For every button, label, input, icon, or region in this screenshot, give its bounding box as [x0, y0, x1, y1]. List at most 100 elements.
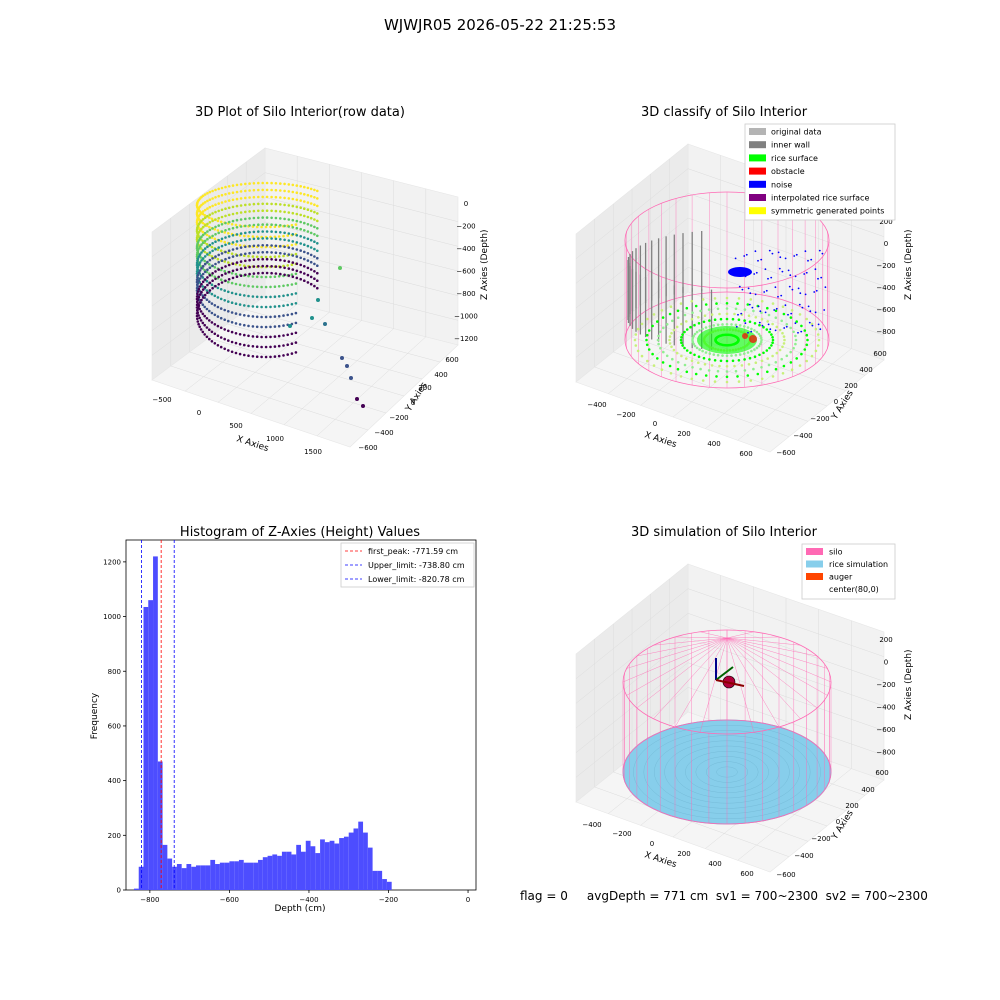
raw-point: [257, 216, 260, 220]
rice-surface-point: [668, 364, 672, 368]
raw-point: [274, 244, 278, 248]
raw-point: [197, 303, 201, 307]
rice-surface-point: [703, 363, 707, 366]
rice-surface-point: [656, 320, 659, 323]
rice-surface-point: [814, 349, 818, 353]
histogram-legend-frame: [340, 542, 475, 588]
raw-point: [243, 234, 246, 238]
rice-surface-point: [746, 326, 750, 329]
raw-point: [264, 295, 268, 299]
raw-point: [287, 267, 291, 270]
raw-point: [227, 232, 230, 235]
raw-point: [264, 255, 268, 259]
raw-point: [196, 276, 199, 279]
panel4-z-tick: −600: [876, 726, 895, 734]
rice-surface-point: [656, 357, 659, 360]
rice-surface-point: [743, 358, 746, 361]
raw-point: [224, 229, 227, 232]
raw-point: [269, 335, 272, 339]
noise-point: [759, 310, 762, 313]
raw-point: [303, 236, 306, 239]
raw-point: [251, 255, 255, 258]
raw-point: [277, 334, 281, 338]
noise-point: [751, 306, 754, 309]
silo-roof-rib: [622, 637, 728, 683]
raw-point: [224, 279, 227, 283]
raw-point: [205, 335, 209, 339]
noise-point: [745, 253, 748, 256]
histogram-bar: [210, 859, 216, 890]
raw-point: [196, 317, 199, 321]
rice-surface-point: [692, 334, 695, 338]
panel1-y-tick: 400: [434, 371, 447, 379]
raw-point: [195, 255, 199, 258]
raw-point: [252, 258, 256, 262]
raw-point: [231, 269, 235, 273]
raw-point: [286, 234, 290, 237]
panel2-x-tick: 600: [739, 450, 752, 458]
raw-outlier-point: [361, 404, 365, 408]
raw-point: [260, 355, 263, 359]
raw-point: [313, 262, 316, 266]
rice-surface-point: [708, 325, 712, 328]
rice-surface-point: [665, 323, 669, 326]
raw-point: [239, 211, 243, 214]
raw-point: [214, 203, 217, 206]
noise-point: [784, 304, 787, 307]
raw-point: [214, 262, 217, 266]
raw-point: [274, 230, 278, 234]
raw-point: [287, 239, 291, 242]
raw-point: [243, 323, 246, 327]
rice-surface-point: [660, 309, 664, 312]
raw-point: [219, 307, 223, 310]
raw-point: [200, 219, 203, 223]
rice-surface-point: [651, 352, 654, 356]
histogram-legend: first_peak: -771.59 cm Upper_limit: -738.…: [340, 542, 475, 588]
raw-point: [316, 234, 319, 238]
raw-point: [208, 243, 212, 247]
raw-point: [223, 289, 226, 292]
histogram-bar: [157, 761, 163, 890]
noise-point: [808, 321, 811, 324]
raw-point: [196, 306, 200, 310]
raw-point: [248, 210, 251, 213]
raw-point: [213, 323, 217, 326]
raw-point: [211, 204, 214, 208]
noise-point: [768, 249, 771, 252]
noise-point: [795, 253, 798, 256]
histogram-bar: [262, 857, 268, 890]
noise-point: [794, 275, 797, 278]
raw-point: [303, 250, 306, 254]
raw-point: [260, 315, 263, 319]
raw-point: [206, 253, 209, 256]
rice-surface-point: [798, 364, 802, 367]
rice-surface-point: [697, 355, 701, 359]
raw-point: [235, 261, 239, 264]
raw-point: [313, 284, 316, 288]
raw-point: [208, 289, 212, 292]
raw-point: [227, 329, 230, 333]
raw-point: [255, 305, 259, 309]
raw-point: [265, 181, 269, 185]
raw-point: [295, 248, 299, 251]
raw-point: [198, 316, 201, 320]
raw-point: [255, 335, 259, 339]
panel4-legend-swatch: [806, 573, 823, 580]
rice-surface-point: [662, 326, 665, 330]
raw-point: [299, 242, 303, 245]
raw-point: [203, 239, 207, 243]
rice-surface-point: [749, 379, 753, 382]
histogram-bar: [224, 862, 230, 890]
axis-y-arrow: [715, 666, 734, 681]
raw-point: [291, 211, 295, 215]
noise-point: [801, 306, 804, 309]
raw-point: [206, 192, 209, 195]
grid-line: [264, 172, 459, 222]
rice-surface-point: [685, 370, 689, 374]
raw-point: [265, 237, 269, 240]
raw-point: [206, 283, 209, 287]
rice-surface-point: [694, 372, 698, 376]
raw-point: [234, 332, 238, 335]
raw-outlier-point: [316, 298, 320, 302]
raw-point: [227, 263, 231, 267]
